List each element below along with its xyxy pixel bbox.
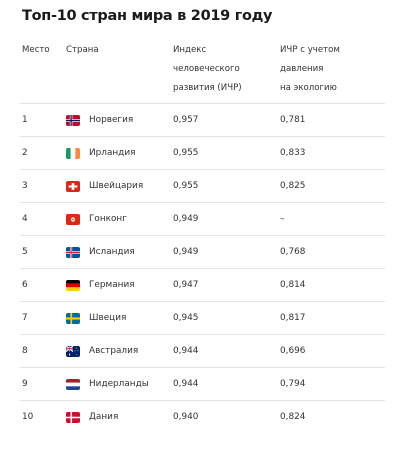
ireland-flag-icon [66, 148, 80, 159]
country-cell: Германия [89, 280, 135, 290]
hdi-cell: 0,949 [173, 247, 199, 257]
rank-cell: 6 [22, 280, 28, 290]
country-cell: Гонконг [89, 214, 127, 224]
row-divider [20, 268, 385, 269]
row-divider [20, 169, 385, 170]
ihdi-cell: 0,825 [280, 181, 306, 191]
rank-cell: 5 [22, 247, 28, 257]
rank-cell: 2 [22, 148, 28, 158]
country-cell: Швейцария [89, 181, 144, 191]
header-hdi-line: человеческого [173, 64, 240, 74]
row-divider [20, 103, 385, 104]
hdi-cell: 0,949 [173, 214, 199, 224]
rank-cell: 3 [22, 181, 28, 191]
switzerland-flag-icon [66, 181, 80, 192]
table-row: 3 Швейцария 0,955 0,825 [0, 178, 405, 211]
country-cell: Австралия [89, 346, 139, 356]
page-title: Топ-10 стран мира в 2019 году [22, 8, 273, 24]
rank-cell: 9 [22, 379, 28, 389]
row-divider [20, 301, 385, 302]
netherlands-flag-icon [66, 379, 80, 390]
header-ihdi-line: на экологию [280, 83, 337, 93]
header-rank: Место [22, 45, 50, 55]
country-cell: Дания [89, 412, 119, 422]
hdi-cell: 0,955 [173, 148, 199, 158]
iceland-flag-icon [66, 247, 80, 258]
table-row: 1 Норвегия 0,957 0,781 [0, 112, 405, 145]
row-divider [20, 334, 385, 335]
table-row: 8 Австралия 0,944 0,696 [0, 343, 405, 376]
germany-flag-icon [66, 280, 80, 291]
country-cell: Исландия [89, 247, 135, 257]
row-divider [20, 202, 385, 203]
header-country: Страна [66, 45, 99, 55]
rank-cell: 10 [22, 412, 34, 422]
ihdi-cell: 0,794 [280, 379, 306, 389]
ihdi-cell: 0,817 [280, 313, 306, 323]
ihdi-cell: 0,696 [280, 346, 306, 356]
row-divider [20, 235, 385, 236]
ihdi-cell: – [280, 214, 285, 224]
country-cell: Ирландия [89, 148, 136, 158]
australia-flag-icon [66, 346, 80, 357]
table-row: 2 Ирландия 0,955 0,833 [0, 145, 405, 178]
rank-cell: 8 [22, 346, 28, 356]
table-row: 7 Швеция 0,945 0,817 [0, 310, 405, 343]
header-ihdi-line: ИЧР с учетом [280, 45, 340, 55]
table-row: 5 Исландия 0,949 0,768 [0, 244, 405, 277]
denmark-flag-icon [66, 412, 80, 423]
table-row: 10 Дания 0,940 0,824 [0, 409, 405, 442]
header-ihdi-line: давления [280, 64, 324, 74]
hdi-cell: 0,955 [173, 181, 199, 191]
norway-flag-icon [66, 115, 80, 126]
header-ihdi: ИЧР с учетом давления на экологию [280, 41, 375, 98]
rank-cell: 1 [22, 115, 28, 125]
header-hdi: Индекс человеческого развития (ИЧР) [173, 41, 268, 98]
header-hdi-line: Индекс [173, 45, 207, 55]
hdi-cell: 0,940 [173, 412, 199, 422]
ihdi-cell: 0,814 [280, 280, 306, 290]
header-hdi-line: развития (ИЧР) [173, 83, 242, 93]
rank-cell: 4 [22, 214, 28, 224]
hdi-cell: 0,945 [173, 313, 199, 323]
ihdi-cell: 0,768 [280, 247, 306, 257]
country-cell: Норвегия [89, 115, 134, 125]
row-divider [20, 367, 385, 368]
country-cell: Швеция [89, 313, 127, 323]
row-divider [20, 136, 385, 137]
hong-kong-flag-icon [66, 214, 80, 225]
ihdi-cell: 0,833 [280, 148, 306, 158]
ihdi-cell: 0,781 [280, 115, 306, 125]
hdi-cell: 0,944 [173, 346, 199, 356]
sweden-flag-icon [66, 313, 80, 324]
country-cell: Нидерланды [89, 379, 149, 389]
table-row: 9 Нидерланды 0,944 0,794 [0, 376, 405, 409]
table-row: 4 Гонконг 0,949 – [0, 211, 405, 244]
ihdi-cell: 0,824 [280, 412, 306, 422]
hdi-cell: 0,944 [173, 379, 199, 389]
table-row: 6 Германия 0,947 0,814 [0, 277, 405, 310]
hdi-cell: 0,947 [173, 280, 199, 290]
hdi-cell: 0,957 [173, 115, 199, 125]
row-divider [20, 400, 385, 401]
rank-cell: 7 [22, 313, 28, 323]
